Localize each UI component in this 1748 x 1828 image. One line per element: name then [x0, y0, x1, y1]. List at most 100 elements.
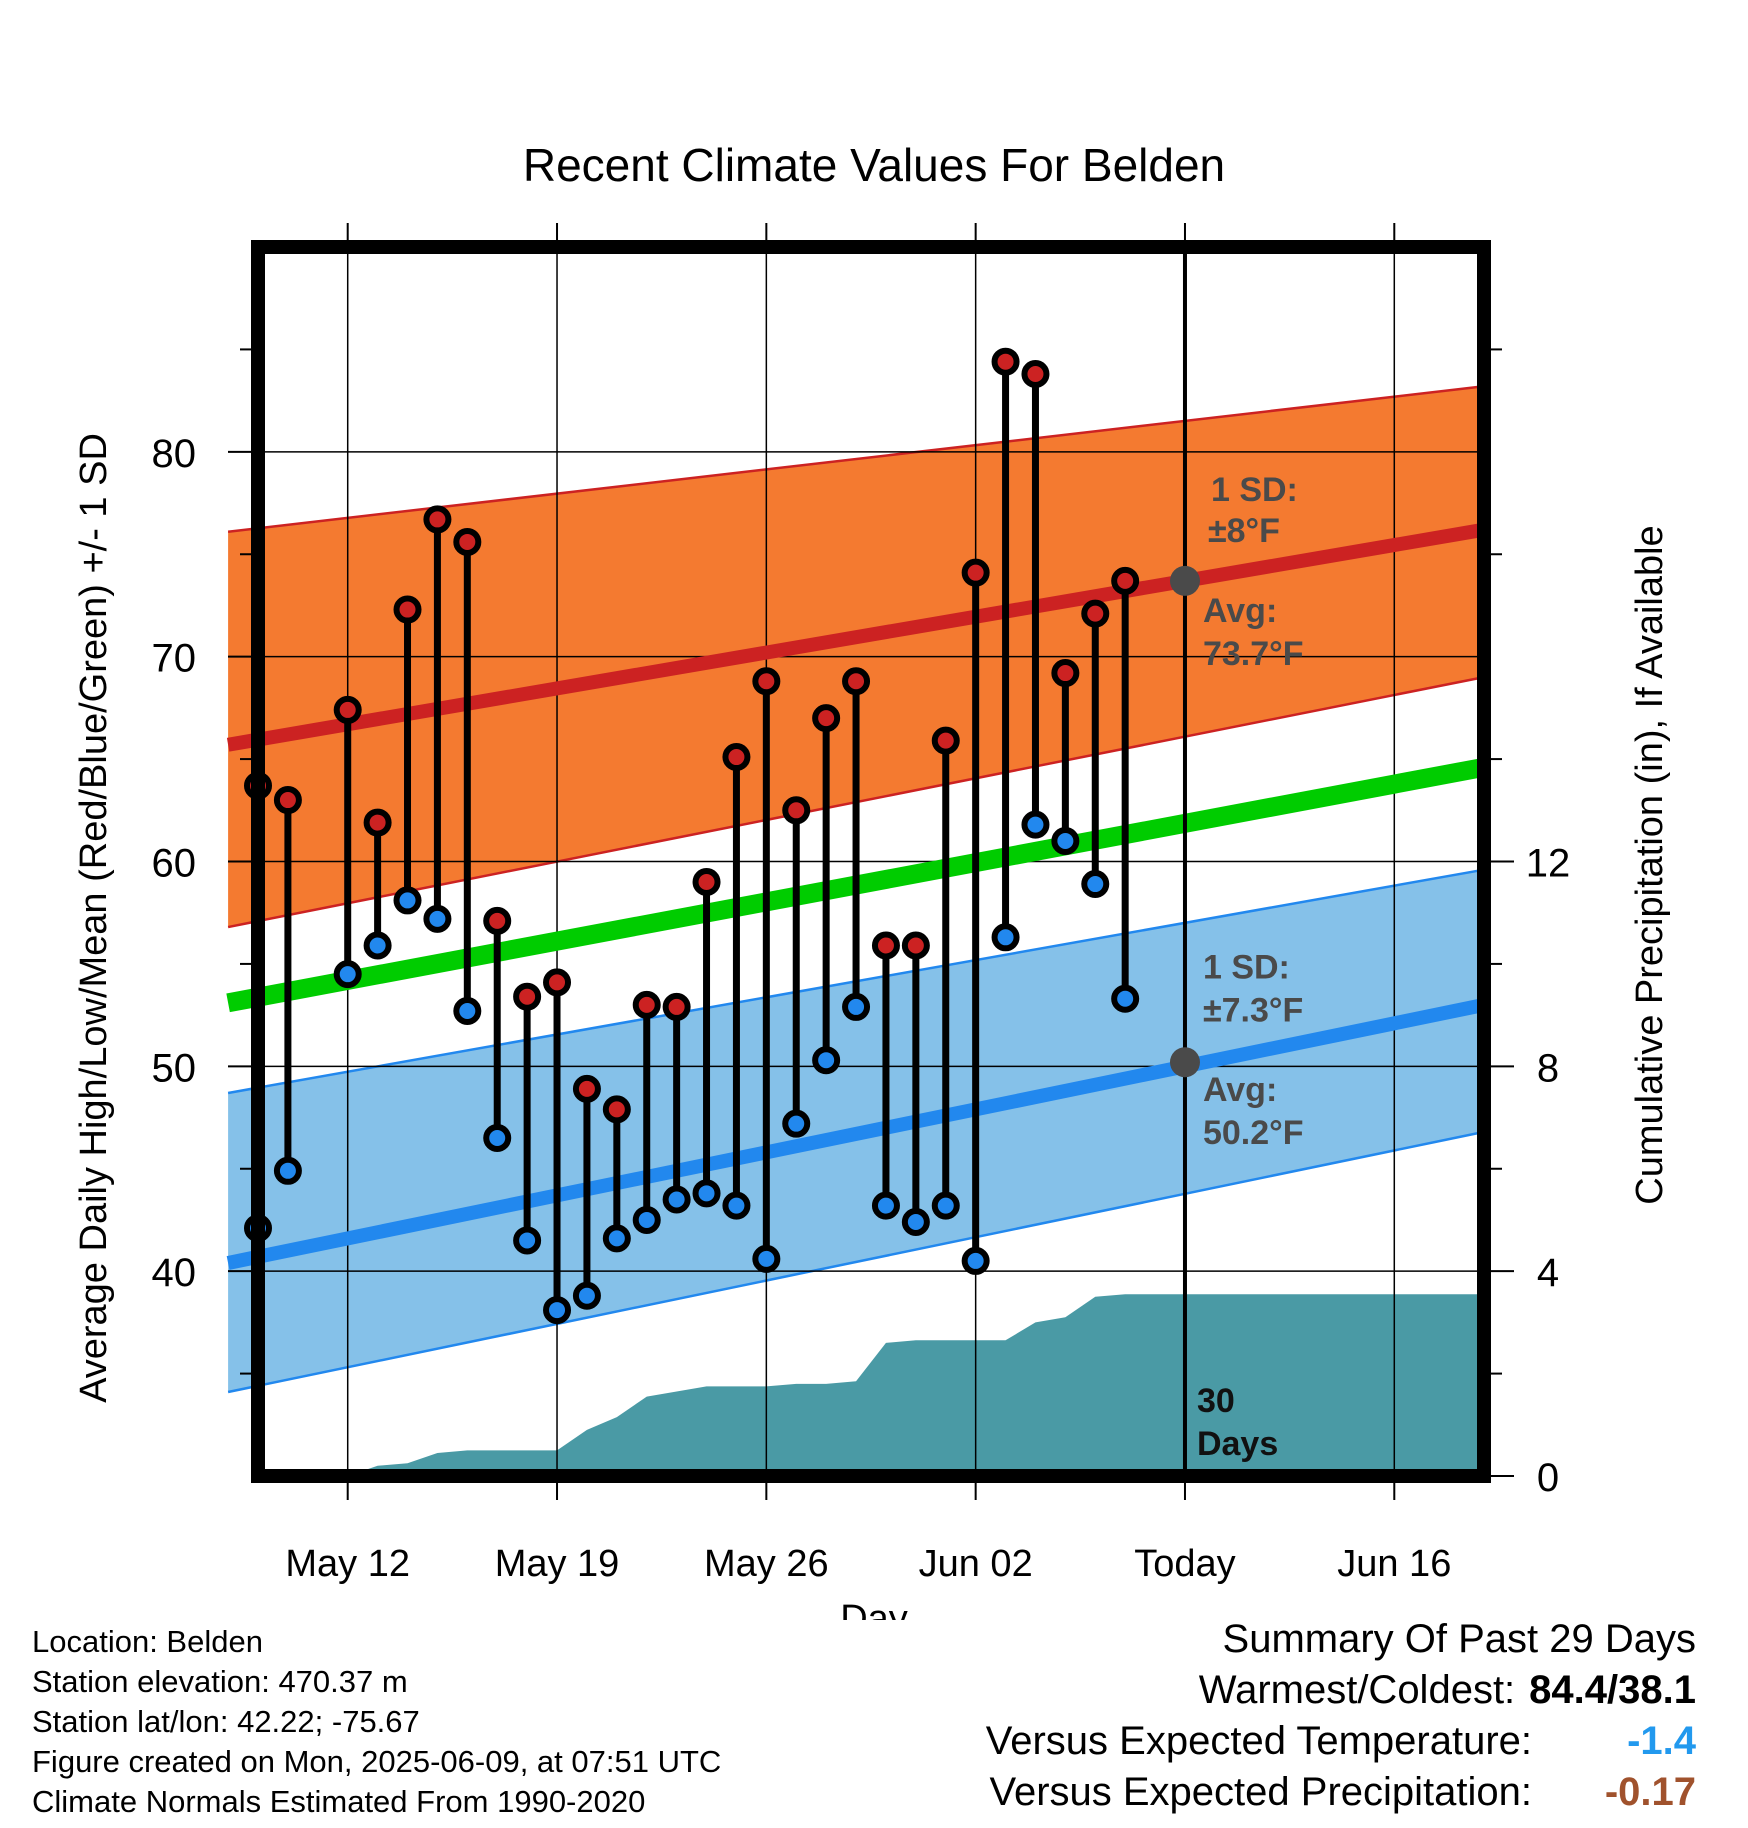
obs-low-point: [1051, 827, 1080, 856]
temp-label: Versus Expected Temperature:: [985, 1719, 1532, 1763]
obs-low-point: [782, 1109, 811, 1138]
obs-low-point: [632, 1205, 661, 1234]
obs-low-point: [1111, 984, 1140, 1013]
y-tick-label: 40: [152, 1251, 197, 1295]
y-axis-label: Average Daily High/Low/Mean (Red/Blue/Gr…: [73, 433, 115, 1403]
obs-low-point: [423, 904, 452, 933]
low-avg-label: Avg:: [1203, 1071, 1277, 1109]
high-sd-value: ±8°F: [1208, 512, 1280, 550]
low-sd-value: ±7.3°F: [1203, 991, 1303, 1029]
summary-panel: Summary Of Past 29 Days Warmest/Coldest:…: [986, 1614, 1696, 1818]
y2-tick-label: 0: [1537, 1456, 1559, 1500]
obs-high-point: [333, 695, 362, 724]
obs-high-point: [961, 558, 990, 587]
summary-temp: Versus Expected Temperature: -1.4: [986, 1716, 1696, 1767]
chart-title: Recent Climate Values For Belden: [523, 139, 1225, 191]
obs-low-point: [1081, 870, 1110, 899]
obs-high-point: [722, 743, 751, 772]
obs-high-point: [662, 992, 691, 1021]
y-tick-label: 50: [152, 1046, 197, 1090]
high-avg-label: Avg:: [1203, 592, 1277, 630]
obs-high-point: [572, 1074, 601, 1103]
created-text: Figure created on Mon, 2025-06-09, at 07…: [32, 1744, 722, 1779]
low-sd-label: 1 SD:: [1203, 948, 1290, 986]
y-tick-label: 80: [152, 432, 197, 476]
obs-high-point: [513, 982, 542, 1011]
obs-high-point: [602, 1095, 631, 1124]
obs-high-point: [692, 867, 721, 896]
obs-high-point: [543, 968, 572, 997]
obs-high-point: [1111, 566, 1140, 595]
days-label-text: Days: [1197, 1425, 1278, 1463]
days-label-number: 30: [1197, 1382, 1235, 1420]
obs-low-point: [453, 997, 482, 1026]
obs-low-point: [812, 1046, 841, 1075]
obs-high-point: [931, 726, 960, 755]
obs-high-point: [901, 931, 930, 960]
obs-high-point: [1021, 359, 1050, 388]
plot-frame: [251, 240, 1491, 1483]
obs-low-point: [513, 1226, 542, 1255]
obs-low-point: [722, 1191, 751, 1220]
obs-high-point: [782, 796, 811, 825]
obs-low-point: [961, 1246, 990, 1275]
obs-high-point: [423, 505, 452, 534]
obs-low-point: [662, 1185, 691, 1214]
obs-high-point: [453, 527, 482, 556]
x-tick-label: Today: [1134, 1543, 1235, 1585]
obs-low-point: [991, 923, 1020, 952]
obs-high-point: [483, 906, 512, 935]
normals-text: Climate Normals Estimated From 1990-2020: [32, 1784, 646, 1819]
y-tick-label: 70: [152, 637, 197, 681]
elevation-text: Station elevation: 470.37 m: [32, 1664, 408, 1699]
today-avg-low-marker: [1169, 1047, 1200, 1078]
obs-high-point: [393, 595, 422, 624]
obs-high-point: [363, 808, 392, 837]
warmest-coldest-value: 84.4/38.1: [1529, 1668, 1696, 1712]
x-tick-label: May 12: [285, 1543, 410, 1585]
summary-warmest-coldest: Warmest/Coldest: 84.4/38.1: [986, 1665, 1696, 1716]
obs-low-point: [692, 1179, 721, 1208]
obs-high-point: [273, 786, 302, 815]
low-band-lower-edge: [227, 1130, 1485, 1394]
obs-low-point: [842, 992, 871, 1021]
latlon-text: Station lat/lon: 42.22; -75.67: [32, 1704, 420, 1739]
avg-low-line: [226, 998, 1486, 1270]
obs-low-point: [602, 1224, 631, 1253]
warmest-coldest-label: Warmest/Coldest:: [1198, 1668, 1516, 1712]
climate-chart: Recent Climate Values For Belden 1 SD:±8…: [73, 139, 1671, 1620]
obs-high-point: [812, 704, 841, 733]
x-axis-label: Day: [840, 1598, 908, 1620]
obs-low-point: [273, 1156, 302, 1185]
precip-label: Versus Expected Precipitation:: [989, 1770, 1532, 1814]
obs-low-point: [543, 1296, 572, 1325]
high-sd-label: 1 SD:: [1211, 471, 1298, 509]
high-avg-value: 73.7°F: [1203, 635, 1304, 673]
obs-high-point: [991, 347, 1020, 376]
obs-high-point: [632, 990, 661, 1019]
y2-tick-label: 4: [1537, 1251, 1559, 1295]
obs-low-point: [931, 1191, 960, 1220]
obs-low-point: [752, 1244, 781, 1273]
today-avg-high-marker: [1169, 565, 1200, 596]
y2-tick-label: 8: [1537, 1046, 1559, 1090]
x-tick-label: May 26: [704, 1543, 829, 1585]
location-text: Location: Belden: [32, 1624, 263, 1659]
y2-tick-label: 12: [1526, 842, 1571, 886]
y-tick-label: 60: [152, 842, 197, 886]
summary-title: Summary Of Past 29 Days: [1222, 1617, 1696, 1661]
low-avg-value: 50.2°F: [1203, 1114, 1304, 1152]
obs-high-point: [1081, 599, 1110, 628]
obs-high-point: [1051, 659, 1080, 688]
obs-low-point: [483, 1124, 512, 1153]
obs-high-point: [871, 931, 900, 960]
obs-high-point: [842, 667, 871, 696]
obs-low-point: [1021, 810, 1050, 839]
station-info: Location: Belden Station elevation: 470.…: [32, 1622, 721, 1822]
x-tick-label: Jun 16: [1337, 1543, 1451, 1585]
obs-low-point: [572, 1281, 601, 1310]
obs-high-point: [752, 667, 781, 696]
temp-value: -1.4: [1627, 1719, 1696, 1763]
obs-low-point: [901, 1208, 930, 1237]
